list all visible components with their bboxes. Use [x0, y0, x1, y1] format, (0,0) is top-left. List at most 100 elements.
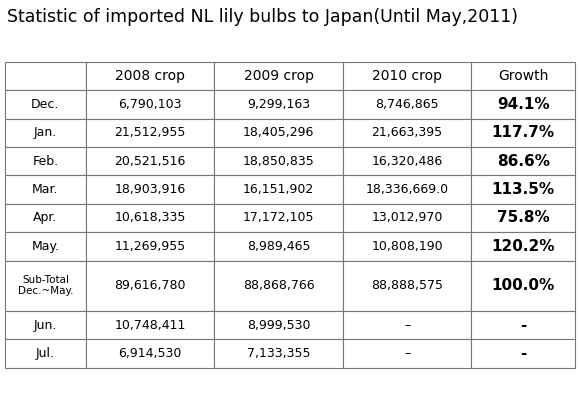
Text: Feb.: Feb.: [32, 155, 59, 168]
Bar: [215, 339, 343, 368]
Text: Mar.: Mar.: [32, 183, 59, 196]
Bar: [215, 176, 343, 204]
Text: 6,914,530: 6,914,530: [118, 347, 182, 360]
Bar: [343, 339, 472, 368]
Text: 8,989,465: 8,989,465: [247, 240, 310, 253]
Text: May.: May.: [31, 240, 60, 253]
Bar: [215, 260, 343, 311]
Bar: [86, 147, 215, 176]
Bar: [472, 232, 575, 260]
Text: 10,618,335: 10,618,335: [114, 212, 186, 224]
Text: –: –: [404, 319, 410, 332]
Text: 21,663,395: 21,663,395: [372, 126, 443, 139]
Text: 2009 crop: 2009 crop: [244, 69, 314, 83]
Text: 18,336,669.0: 18,336,669.0: [365, 183, 449, 196]
Bar: [215, 119, 343, 147]
Text: 21,512,955: 21,512,955: [114, 126, 186, 139]
Bar: [343, 147, 472, 176]
Bar: [5, 62, 86, 90]
Bar: [215, 204, 343, 232]
Bar: [343, 62, 472, 90]
Text: 18,405,296: 18,405,296: [243, 126, 314, 139]
Bar: [5, 119, 86, 147]
Text: 88,868,766: 88,868,766: [243, 279, 314, 292]
Bar: [472, 147, 575, 176]
Text: 13,012,970: 13,012,970: [371, 212, 443, 224]
Text: 16,320,486: 16,320,486: [372, 155, 443, 168]
Text: 86.6%: 86.6%: [496, 154, 550, 169]
Bar: [215, 147, 343, 176]
Bar: [343, 90, 472, 119]
Bar: [343, 176, 472, 204]
Bar: [86, 62, 215, 90]
Text: -: -: [520, 318, 527, 333]
Text: 113.5%: 113.5%: [492, 182, 554, 197]
Text: 11,269,955: 11,269,955: [114, 240, 186, 253]
Bar: [215, 90, 343, 119]
Bar: [5, 339, 86, 368]
Bar: [5, 90, 86, 119]
Text: Jan.: Jan.: [34, 126, 57, 139]
Text: 8,999,530: 8,999,530: [247, 319, 310, 332]
Text: 10,748,411: 10,748,411: [114, 319, 186, 332]
Bar: [5, 176, 86, 204]
Text: 88,888,575: 88,888,575: [371, 279, 443, 292]
Bar: [472, 204, 575, 232]
Text: 9,299,163: 9,299,163: [247, 98, 310, 111]
Text: 16,151,902: 16,151,902: [243, 183, 314, 196]
Bar: [472, 62, 575, 90]
Text: –: –: [404, 347, 410, 360]
Text: 17,172,105: 17,172,105: [243, 212, 314, 224]
Text: 94.1%: 94.1%: [497, 97, 549, 112]
Bar: [86, 90, 215, 119]
Text: Sub-Total
Dec.~May.: Sub-Total Dec.~May.: [17, 275, 73, 296]
Bar: [5, 204, 86, 232]
Text: 8,746,865: 8,746,865: [375, 98, 439, 111]
Bar: [343, 311, 472, 339]
Bar: [343, 119, 472, 147]
Text: 6,790,103: 6,790,103: [118, 98, 182, 111]
Bar: [86, 232, 215, 260]
Text: 75.8%: 75.8%: [497, 210, 550, 226]
Bar: [343, 204, 472, 232]
Text: 89,616,780: 89,616,780: [114, 279, 186, 292]
Bar: [472, 176, 575, 204]
Text: 18,850,835: 18,850,835: [243, 155, 314, 168]
Bar: [5, 311, 86, 339]
Bar: [86, 311, 215, 339]
Bar: [86, 119, 215, 147]
Text: 117.7%: 117.7%: [492, 125, 554, 140]
Text: 120.2%: 120.2%: [491, 239, 555, 254]
Text: 10,808,190: 10,808,190: [371, 240, 443, 253]
Text: 100.0%: 100.0%: [492, 278, 555, 293]
Bar: [472, 311, 575, 339]
Bar: [5, 147, 86, 176]
Text: Apr.: Apr.: [33, 212, 57, 224]
Bar: [86, 176, 215, 204]
Text: 18,903,916: 18,903,916: [114, 183, 186, 196]
Bar: [86, 339, 215, 368]
Bar: [5, 232, 86, 260]
Text: Jul.: Jul.: [36, 347, 55, 360]
Bar: [472, 90, 575, 119]
Text: Growth: Growth: [498, 69, 548, 83]
Text: Statistic of imported NL lily bulbs to Japan(Until May,2011): Statistic of imported NL lily bulbs to J…: [7, 8, 518, 26]
Bar: [215, 62, 343, 90]
Bar: [343, 260, 472, 311]
Text: 20,521,516: 20,521,516: [114, 155, 186, 168]
Bar: [5, 260, 86, 311]
Bar: [472, 339, 575, 368]
Text: 2010 crop: 2010 crop: [372, 69, 442, 83]
Bar: [472, 119, 575, 147]
Text: -: -: [520, 346, 527, 361]
Text: Jun.: Jun.: [34, 319, 57, 332]
Bar: [215, 311, 343, 339]
Text: 2008 crop: 2008 crop: [115, 69, 185, 83]
Bar: [86, 260, 215, 311]
Bar: [343, 232, 472, 260]
Text: 7,133,355: 7,133,355: [247, 347, 310, 360]
Text: Dec.: Dec.: [31, 98, 60, 111]
Bar: [472, 260, 575, 311]
Bar: [215, 232, 343, 260]
Bar: [86, 204, 215, 232]
